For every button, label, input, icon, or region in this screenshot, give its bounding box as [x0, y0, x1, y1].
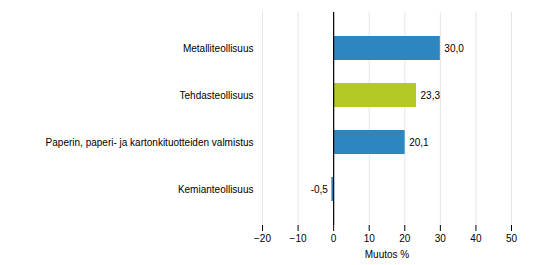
- svg-text:Kemianteollisuus: Kemianteollisuus: [178, 184, 254, 195]
- svg-text:−10: −10: [290, 233, 307, 244]
- svg-text:Tehdasteollisuus: Tehdasteollisuus: [180, 90, 254, 101]
- svg-text:−20: −20: [254, 233, 271, 244]
- svg-text:Metalliteollisuus: Metalliteollisuus: [183, 43, 254, 54]
- svg-text:20,1: 20,1: [409, 137, 429, 148]
- svg-text:40: 40: [470, 233, 482, 244]
- svg-text:10: 10: [364, 233, 376, 244]
- svg-text:Paperin, paperi- ja kartonkitu: Paperin, paperi- ja kartonkituotteiden v…: [46, 137, 254, 148]
- svg-text:20: 20: [399, 233, 411, 244]
- svg-text:30,0: 30,0: [444, 43, 464, 54]
- svg-text:0: 0: [331, 233, 337, 244]
- svg-text:50: 50: [506, 233, 518, 244]
- svg-text:30: 30: [435, 233, 447, 244]
- svg-text:Muutos %: Muutos %: [365, 249, 410, 260]
- svg-text:-0,5: -0,5: [311, 184, 329, 195]
- svg-text:23,3: 23,3: [421, 90, 441, 101]
